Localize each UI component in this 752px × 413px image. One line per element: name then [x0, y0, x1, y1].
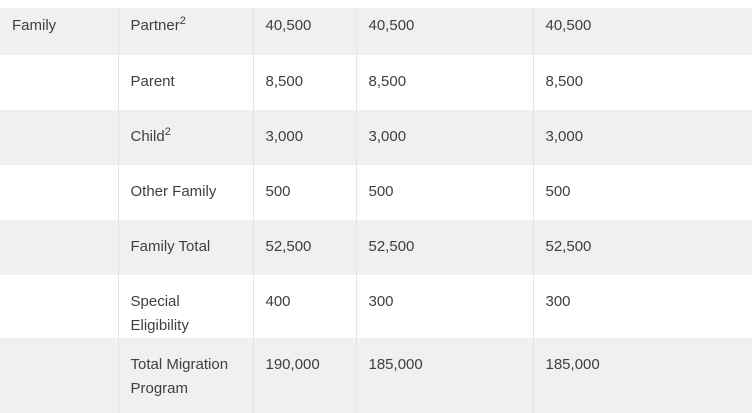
category-cell: Special Eligibility [117, 275, 253, 338]
footnote-marker: 2 [164, 126, 171, 138]
category-label: Special Eligibility [130, 293, 189, 334]
value-cell-2: 500 [355, 165, 533, 220]
table-row-partner: Family Partner2 40,500 40,500 40,500 [0, 8, 752, 55]
category-cell: Total Migration Program [117, 338, 253, 413]
table-row-family-total: Family Total 52,500 52,500 52,500 [0, 220, 752, 275]
category-cell: Parent [117, 55, 253, 110]
value-cell-1: 8,500 [252, 55, 356, 110]
value-cell-1: 400 [252, 275, 356, 338]
group-cell [0, 55, 118, 110]
table-row-parent: Parent 8,500 8,500 8,500 [0, 55, 752, 110]
value-cell-1: 190,000 [252, 338, 356, 413]
table-row-special-eligibility: Special Eligibility 400 300 300 [0, 275, 752, 338]
value-cell-2: 40,500 [355, 8, 533, 55]
category-label: Total Migration Program [130, 356, 229, 397]
category-label: Other Family [130, 183, 217, 200]
migration-program-table: Family Partner2 40,500 40,500 40,500 Par… [0, 8, 752, 413]
value-cell-1: 3,000 [252, 110, 356, 165]
category-cell: Child2 [117, 110, 253, 165]
category-label: Partner [130, 17, 180, 34]
group-cell [0, 220, 118, 275]
category-cell: Other Family [117, 165, 253, 220]
value-cell-1: 52,500 [252, 220, 356, 275]
value-cell-3: 8,500 [532, 55, 752, 110]
category-label: Child [130, 128, 165, 145]
category-label: Family Total [130, 238, 211, 255]
table-row-total-migration-program: Total Migration Program 190,000 185,000 … [0, 338, 752, 413]
group-label: Family [12, 17, 57, 34]
table-row-other-family: Other Family 500 500 500 [0, 165, 752, 220]
value-cell-1: 40,500 [252, 8, 356, 55]
category-label: Parent [130, 73, 175, 90]
value-cell-2: 8,500 [355, 55, 533, 110]
value-cell-2: 3,000 [355, 110, 533, 165]
category-cell: Family Total [117, 220, 253, 275]
group-cell [0, 110, 118, 165]
group-cell: Family [0, 8, 118, 55]
category-cell: Partner2 [117, 8, 253, 55]
value-cell-3: 3,000 [532, 110, 752, 165]
value-cell-2: 185,000 [355, 338, 533, 413]
value-cell-1: 500 [252, 165, 356, 220]
value-cell-3: 500 [532, 165, 752, 220]
footnote-marker: 2 [179, 15, 186, 27]
value-cell-3: 40,500 [532, 8, 752, 55]
value-cell-3: 300 [532, 275, 752, 338]
value-cell-3: 52,500 [532, 220, 752, 275]
table-row-child: Child2 3,000 3,000 3,000 [0, 110, 752, 165]
value-cell-2: 52,500 [355, 220, 533, 275]
group-cell [0, 275, 118, 338]
value-cell-3: 185,000 [532, 338, 752, 413]
group-cell [0, 165, 118, 220]
group-cell [0, 338, 118, 413]
value-cell-2: 300 [355, 275, 533, 338]
